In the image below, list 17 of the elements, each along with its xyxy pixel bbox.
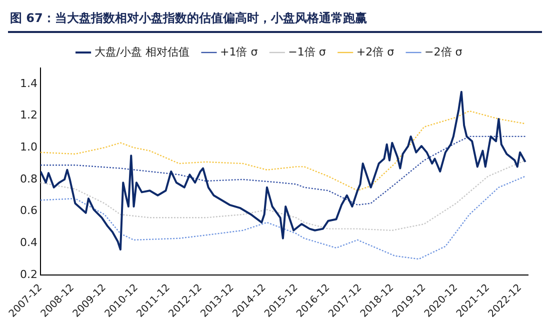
y-tick-label: 0.8 <box>20 172 38 186</box>
y-tick-label: 0.2 <box>20 268 38 281</box>
legend-label: −2倍 σ <box>424 45 462 58</box>
legend-label: −1倍 σ <box>288 45 326 58</box>
y-tick-label: 1.2 <box>20 108 38 122</box>
legend-label: +2倍 σ <box>356 45 394 58</box>
legend-label: +1倍 σ <box>220 45 258 58</box>
y-tick-label: 1.4 <box>20 76 38 90</box>
y-tick-label: 0.4 <box>20 236 38 249</box>
chart-title: 图 67：当大盘指数相对小盘指数的估值偏高时，小盘风格通常跑赢 <box>8 8 542 33</box>
line-series <box>40 110 526 192</box>
y-tick-label: 0.6 <box>20 204 38 218</box>
line-series <box>40 160 526 231</box>
y-tick-label: 1.0 <box>20 140 38 154</box>
legend-label: 大盘/小盘 相对估值 <box>94 45 190 58</box>
line-series <box>40 176 526 260</box>
line-series <box>40 136 526 206</box>
